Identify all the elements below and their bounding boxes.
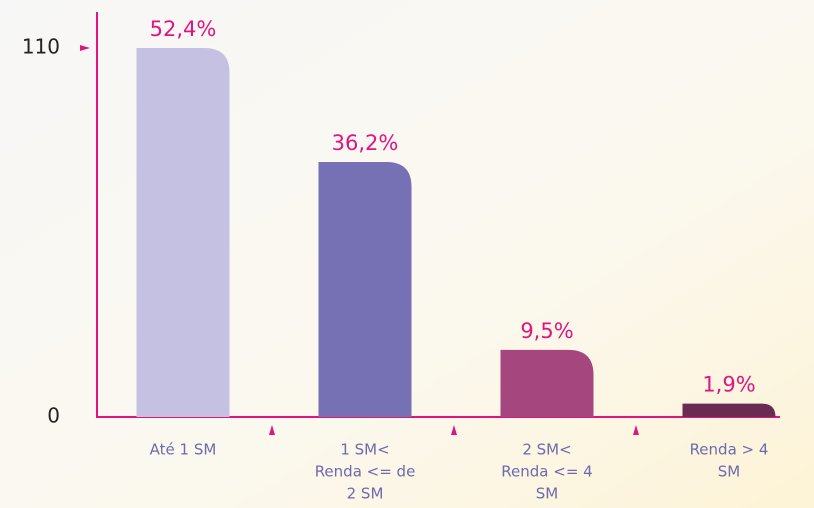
x-tick-label: SM xyxy=(718,463,740,481)
y-tick-label: 110 xyxy=(22,35,60,59)
x-tick-label: Até 1 SM xyxy=(150,441,217,459)
bar xyxy=(318,162,412,417)
x-tick-arrow xyxy=(633,425,639,435)
value-label: 52,4% xyxy=(150,17,217,41)
bar xyxy=(682,403,776,417)
x-tick-arrow xyxy=(451,425,457,435)
x-tick-arrow xyxy=(269,425,275,435)
value-label: 9,5% xyxy=(520,319,573,343)
x-tick-label: Renda <= 4 xyxy=(501,463,592,481)
x-tick-label: SM xyxy=(536,485,558,503)
bar xyxy=(136,48,230,417)
x-tick-label: 2 SM< xyxy=(522,441,571,459)
x-tick-label: Renda <= de xyxy=(315,463,416,481)
x-tick-label: Renda > 4 xyxy=(690,441,769,459)
y-tick-label: 0 xyxy=(47,404,60,428)
x-tick-label: 1 SM< xyxy=(340,441,389,459)
bar xyxy=(500,349,594,417)
value-label: 1,9% xyxy=(702,373,755,397)
value-label: 36,2% xyxy=(332,131,399,155)
y-tick-arrow xyxy=(80,45,90,51)
x-tick-label: 2 SM xyxy=(347,485,384,503)
